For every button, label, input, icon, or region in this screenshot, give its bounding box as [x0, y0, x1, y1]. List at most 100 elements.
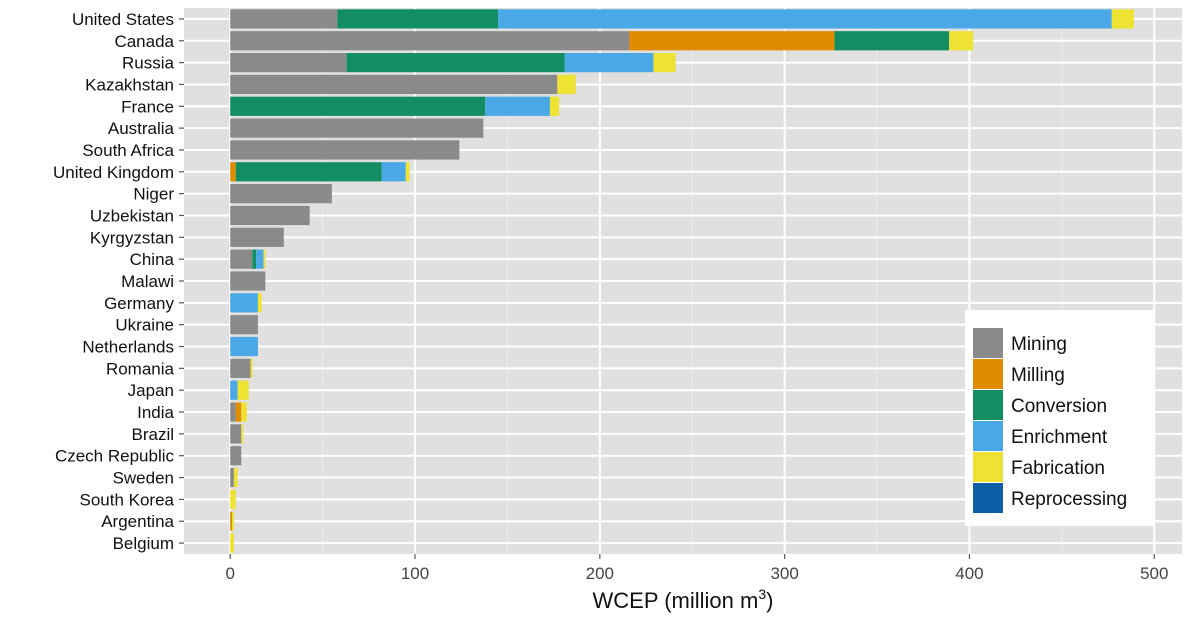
category-label: Niger: [133, 185, 174, 204]
category-label: Kazakhstan: [85, 75, 174, 94]
bar-segment: [230, 118, 484, 138]
bar-segment: [834, 31, 950, 51]
bar-segment: [230, 293, 258, 313]
bar-segment: [230, 446, 242, 466]
bar-segment: [230, 184, 332, 204]
bar-segment: [230, 511, 233, 531]
category-label: Romania: [106, 359, 175, 378]
x-tick-label: 400: [955, 564, 983, 583]
bar-segment: [337, 9, 499, 29]
bar-segment: [629, 31, 835, 51]
bar-segment: [230, 489, 236, 510]
bar-segment: [230, 162, 236, 182]
legend-label: Fabrication: [1011, 458, 1105, 479]
x-tick-label: 200: [586, 564, 614, 583]
bar-segment: [241, 424, 244, 444]
x-axis-title-close: ): [766, 588, 773, 613]
legend-key: [973, 359, 1003, 389]
legend-label: Mining: [1011, 334, 1067, 355]
bar-segment: [230, 336, 258, 357]
bar-segment: [230, 358, 251, 378]
bar-segment: [230, 9, 338, 29]
category-label: Kyrgyzstan: [90, 228, 174, 247]
legend-key: [973, 328, 1003, 358]
category-label: Uzbekistan: [90, 206, 174, 225]
bar-segment: [230, 533, 234, 553]
x-tick-label: 500: [1140, 564, 1168, 583]
category-label: Brazil: [131, 425, 174, 444]
bar-segment: [235, 402, 242, 422]
bar-segment: [230, 74, 558, 95]
legend-key: [973, 421, 1003, 451]
category-label: United States: [72, 10, 174, 29]
bar-segment: [237, 380, 249, 400]
bar-segment: [230, 380, 238, 400]
bar-segment: [232, 511, 234, 531]
legend: Mining Milling Conversion Enrichment Fabrica…: [965, 310, 1155, 526]
bar-segment: [405, 162, 410, 182]
x-axis-title-main: WCEP (million m: [593, 588, 759, 613]
category-label: Germany: [104, 294, 174, 313]
category-label: Malawi: [121, 272, 174, 291]
bar-segment: [230, 205, 310, 226]
bar-segment: [230, 402, 236, 422]
bar-segment: [230, 140, 460, 160]
category-label: Russia: [122, 54, 175, 73]
bar-segment: [230, 271, 266, 291]
bar-segment: [230, 96, 486, 116]
legend-key: [973, 452, 1003, 482]
bar-segment: [230, 315, 258, 335]
y-axis-labels: United States Canada Russia Kazakhstan Franc…: [53, 10, 184, 553]
bar-segment: [230, 52, 347, 73]
x-tick-label: 100: [401, 564, 429, 583]
bar-segment: [564, 52, 654, 73]
x-tick-label: 0: [225, 564, 234, 583]
bar-segment: [346, 52, 565, 73]
bar-segment: [257, 293, 262, 313]
bar-segment: [381, 162, 406, 182]
category-label: United Kingdom: [53, 163, 174, 182]
category-label: Canada: [114, 32, 174, 51]
category-label: Belgium: [113, 534, 174, 553]
bar-segment: [233, 467, 238, 488]
legend-label: Enrichment: [1011, 427, 1108, 448]
bar-segment: [256, 249, 264, 269]
category-label: Argentina: [101, 512, 174, 531]
bars: [230, 9, 1134, 553]
category-label: South Korea: [79, 490, 174, 509]
bar-segment: [230, 424, 242, 444]
legend-key: [973, 390, 1003, 420]
bar-segment: [498, 9, 1112, 29]
legend-label: Reprocessing: [1011, 489, 1127, 510]
bar-segment: [241, 402, 247, 422]
legend-label: Conversion: [1011, 396, 1107, 417]
x-axis-title-superscript: 3: [758, 586, 766, 602]
category-label: Japan: [128, 381, 174, 400]
x-tick-label: 300: [770, 564, 798, 583]
category-label: Sweden: [113, 469, 174, 488]
legend-label: Milling: [1011, 365, 1065, 386]
bar-segment: [235, 162, 382, 182]
x-axis: 0 100 200 300 400 500: [225, 554, 1168, 583]
bar-segment: [1111, 9, 1134, 29]
bar-segment: [230, 249, 253, 269]
category-label: China: [130, 250, 175, 269]
bar-segment: [549, 96, 560, 116]
bar-segment: [230, 467, 234, 488]
bar-segment: [252, 249, 257, 269]
category-label: Australia: [108, 119, 175, 138]
legend-key: [973, 483, 1003, 513]
x-axis-title: WCEP (million m3): [593, 586, 774, 613]
category-label: India: [137, 403, 174, 422]
bar-segment: [250, 358, 253, 378]
bar-segment: [653, 52, 676, 73]
bar-segment: [263, 249, 266, 269]
category-label: Netherlands: [82, 338, 174, 357]
category-label: Ukraine: [115, 316, 174, 335]
category-label: Czech Republic: [55, 447, 175, 466]
category-label: France: [121, 97, 174, 116]
bar-segment: [949, 31, 974, 51]
bar-segment: [485, 96, 550, 116]
bar-segment: [230, 227, 284, 247]
